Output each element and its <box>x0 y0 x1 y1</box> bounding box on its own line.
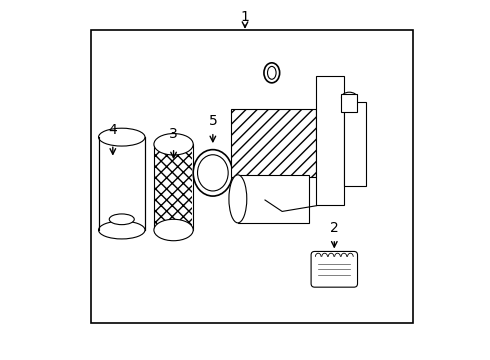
Ellipse shape <box>109 214 134 225</box>
Ellipse shape <box>264 63 280 83</box>
Ellipse shape <box>193 150 232 196</box>
Ellipse shape <box>197 155 228 191</box>
FancyBboxPatch shape <box>311 251 358 287</box>
Ellipse shape <box>342 92 357 103</box>
Bar <box>92 30 413 323</box>
Bar <box>231 109 317 177</box>
Text: 2: 2 <box>330 221 339 235</box>
Bar <box>344 102 367 186</box>
Text: 5: 5 <box>208 114 217 128</box>
Bar <box>155 148 192 226</box>
Ellipse shape <box>268 66 276 79</box>
Ellipse shape <box>229 175 247 223</box>
Ellipse shape <box>154 134 193 155</box>
Bar <box>98 137 145 230</box>
Ellipse shape <box>98 221 145 239</box>
Bar <box>154 144 193 230</box>
Ellipse shape <box>154 219 193 241</box>
Bar <box>317 76 344 205</box>
Text: 3: 3 <box>169 127 178 141</box>
Text: 1: 1 <box>241 10 249 24</box>
Bar <box>238 175 309 223</box>
Bar <box>342 94 357 112</box>
Ellipse shape <box>98 128 145 146</box>
Text: 4: 4 <box>108 123 117 137</box>
